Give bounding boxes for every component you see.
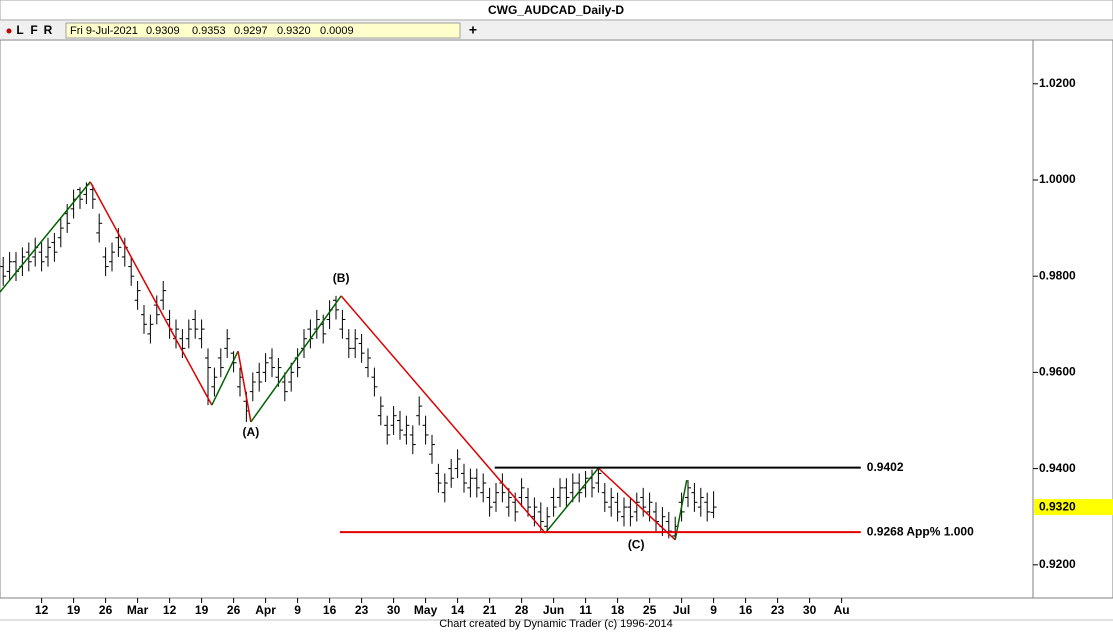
- info-low: 0.9297: [234, 25, 268, 37]
- info-close: 0.9320: [277, 25, 311, 37]
- x-tick-label: 16: [323, 603, 337, 617]
- x-tick-label: 16: [739, 603, 753, 617]
- swing-line: [250, 295, 342, 423]
- level-label: 0.9268 App% 1.000: [867, 524, 974, 538]
- x-tick-label: Jul: [673, 603, 690, 617]
- x-tick-label: 19: [195, 603, 209, 617]
- x-tick-label: 12: [35, 603, 49, 617]
- toolbar-button[interactable]: L: [16, 23, 23, 37]
- y-tick-label: 0.9200: [1039, 557, 1076, 571]
- info-box: [65, 22, 461, 39]
- x-tick-label: 23: [355, 603, 369, 617]
- x-tick-label: 26: [99, 603, 113, 617]
- x-tick-label: 25: [643, 603, 657, 617]
- last-price-box: [1034, 499, 1113, 516]
- plot-frame: [0, 39, 1034, 599]
- toolbar-button[interactable]: R: [44, 23, 53, 37]
- x-tick-label: Apr: [255, 603, 276, 617]
- y-tick-label: 1.0000: [1039, 172, 1076, 186]
- footer: Chart created by Dynamic Trader (c) 1996…: [439, 618, 673, 630]
- x-tick-label: 9: [294, 603, 301, 617]
- info-change: 0.0009: [320, 25, 354, 37]
- x-tick-label: 14: [451, 603, 465, 617]
- y-tick-label: 1.0200: [1039, 76, 1076, 90]
- x-tick-label: 28: [515, 603, 529, 617]
- swing-line: [544, 467, 599, 534]
- x-tick-label: 11: [579, 603, 592, 617]
- x-tick-label: 21: [483, 603, 497, 617]
- info-open: 0.9309: [146, 25, 180, 37]
- x-tick-label: 18: [611, 603, 625, 617]
- x-tick-label: Mar: [127, 603, 149, 617]
- chart-title: CWG_AUDCAD_Daily-D: [488, 3, 624, 17]
- swing-line: [211, 350, 239, 406]
- x-tick-label: 12: [163, 603, 177, 617]
- x-tick-label: 19: [67, 603, 81, 617]
- swing-line: [340, 295, 546, 534]
- x-tick-label: Jun: [543, 603, 564, 617]
- x-tick-label: 9: [710, 603, 717, 617]
- y-tick-label: 0.9800: [1039, 268, 1076, 282]
- info-high: 0.9353: [192, 25, 226, 37]
- x-tick-label: 23: [771, 603, 785, 617]
- y-tick-label: 0.9600: [1039, 365, 1076, 379]
- x-tick-label: 30: [387, 603, 401, 617]
- x-tick-label: 30: [803, 603, 817, 617]
- level-label: 0.9402: [867, 460, 904, 474]
- swing-line: [0, 181, 91, 293]
- wave-label: (C): [628, 537, 645, 551]
- x-tick-label: May: [414, 603, 438, 617]
- swing-line: [237, 351, 252, 423]
- y-tick-label: 0.9400: [1039, 461, 1076, 475]
- info-date: Fri 9-Jul-2021: [70, 25, 138, 37]
- toolbar-button[interactable]: F: [30, 23, 37, 37]
- wave-label: (B): [333, 271, 350, 285]
- swing-line: [674, 480, 688, 540]
- add-button[interactable]: +: [469, 22, 477, 38]
- x-tick-label: Au: [834, 603, 850, 617]
- status-dot: [6, 28, 12, 34]
- x-tick-label: 26: [227, 603, 241, 617]
- swing-line: [597, 467, 676, 541]
- swing-line: [89, 181, 213, 406]
- wave-label: (A): [243, 425, 260, 439]
- title-bar: [0, 0, 1113, 21]
- last-price-label: 0.9320: [1039, 499, 1076, 513]
